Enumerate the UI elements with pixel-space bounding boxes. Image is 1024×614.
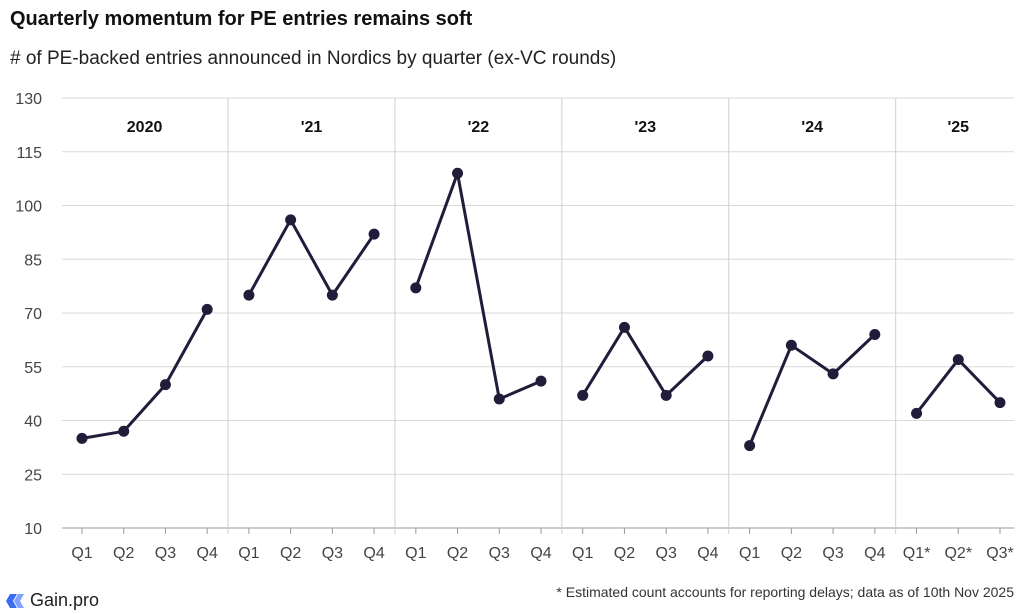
data-point <box>785 339 797 351</box>
chart-subtitle: # of PE-backed entries announced in Nord… <box>10 48 617 69</box>
y-tick-label: 85 <box>24 252 42 269</box>
series-line-2 <box>414 171 542 401</box>
y-tick-label: 130 <box>15 91 42 108</box>
series-line-1 <box>247 218 376 297</box>
data-point <box>452 167 464 179</box>
series-line-3 <box>581 325 709 397</box>
data-point <box>535 375 547 387</box>
line-chart: 10 25 40 55 70 85 100 115 130 Q1 Q2 Q3 Q4 Q1 Q2 Q3 Q4 Q1 Q… <box>15 91 1014 562</box>
x-tick-label: Q3* <box>986 545 1014 562</box>
year-group-label: '25 <box>947 119 969 136</box>
x-tick-label: Q2 <box>614 545 635 562</box>
x-tick-label: Q4 <box>530 545 551 562</box>
x-tick-label: Q4 <box>697 545 718 562</box>
chart-footnote: * Estimated count accounts for reporting… <box>556 584 1014 600</box>
y-tick-label: 10 <box>24 521 42 538</box>
y-tick-label: 100 <box>15 199 42 216</box>
x-tick-label: Q1 <box>405 545 426 562</box>
data-point <box>911 407 923 419</box>
y-tick-label: 55 <box>24 360 42 377</box>
x-tick-label: Q1* <box>903 545 931 562</box>
x-tick-label: Q3 <box>656 545 677 562</box>
year-group-label: '22 <box>468 119 490 136</box>
data-point <box>368 228 380 240</box>
x-tick-label: Q2 <box>280 545 301 562</box>
data-point <box>869 329 881 340</box>
x-tick-label: Q4 <box>864 545 885 562</box>
x-tick-label: Q3 <box>489 545 510 562</box>
year-group-label: '23 <box>635 119 657 136</box>
x-tick-label: Q1 <box>739 545 760 562</box>
gainpro-logo-icon <box>6 593 24 608</box>
y-tick-label: 40 <box>24 414 42 431</box>
x-tick-label: Q1 <box>572 545 593 562</box>
data-point <box>285 214 297 226</box>
gainpro-logo-text: Gain.pro <box>30 590 100 610</box>
data-point <box>326 289 338 301</box>
x-tick-label: Q2 <box>113 545 134 562</box>
y-tick-label: 70 <box>24 306 42 323</box>
series-line-4 <box>748 333 876 447</box>
data-point <box>493 393 505 405</box>
x-tick-label: Q4 <box>363 545 384 562</box>
data-point <box>201 303 213 315</box>
data-point <box>76 432 88 444</box>
x-tick-label: Q3 <box>822 545 843 562</box>
x-tick-label: Q2 <box>447 545 468 562</box>
data-point <box>243 289 255 301</box>
x-tick-label: Q1 <box>71 545 92 562</box>
data-point <box>410 282 422 294</box>
year-group-label: '24 <box>801 119 823 136</box>
data-point <box>994 397 1006 409</box>
data-point <box>577 389 589 401</box>
data-point <box>618 321 630 333</box>
y-tick-label: 25 <box>24 467 42 484</box>
x-tick-label: Q4 <box>197 545 218 562</box>
data-point <box>660 389 672 401</box>
data-point <box>702 350 714 362</box>
year-group-label: '21 <box>301 119 323 136</box>
data-point <box>744 440 756 452</box>
year-group-label: 2020 <box>127 119 163 136</box>
data-point <box>952 354 964 366</box>
x-tick-label: Q2* <box>944 545 972 562</box>
x-tick-label: Q3 <box>155 545 176 562</box>
chart-title: Quarterly momentum for PE entries remain… <box>10 8 473 30</box>
y-tick-label: 115 <box>16 145 42 162</box>
x-tick-label: Q3 <box>322 545 343 562</box>
data-point <box>827 368 839 380</box>
data-point <box>118 425 130 437</box>
x-tick-label: Q2 <box>781 545 802 562</box>
x-tick-label: Q1 <box>238 545 259 562</box>
data-point <box>159 379 171 391</box>
series-line-0 <box>81 308 209 440</box>
gainpro-logo: Gain.pro <box>6 590 99 611</box>
series-line-5 <box>915 358 1002 415</box>
